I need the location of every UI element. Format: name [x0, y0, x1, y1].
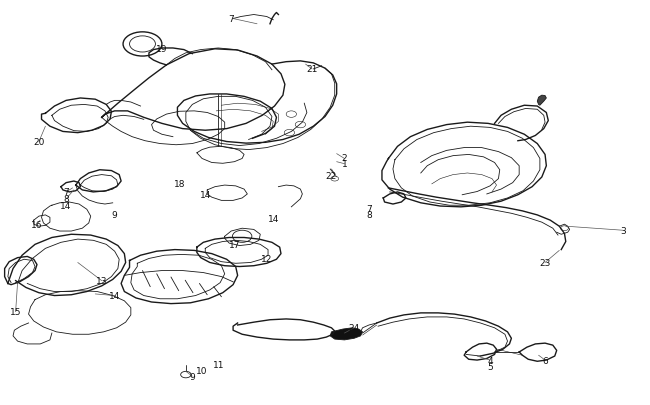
Text: 15: 15 [10, 307, 21, 316]
Text: 1: 1 [341, 160, 347, 169]
Text: 18: 18 [174, 180, 185, 189]
Text: 23: 23 [540, 258, 551, 267]
Text: 2: 2 [342, 154, 347, 163]
Text: 14: 14 [60, 201, 72, 210]
Polygon shape [538, 96, 547, 106]
Text: 20: 20 [33, 138, 45, 147]
Text: 9: 9 [112, 211, 118, 220]
Text: 14: 14 [268, 215, 279, 224]
Text: 22: 22 [326, 172, 337, 181]
Text: 3: 3 [620, 226, 625, 235]
Text: 13: 13 [96, 277, 107, 286]
Text: 11: 11 [213, 360, 224, 369]
Text: 6: 6 [542, 356, 548, 364]
Text: 7: 7 [228, 15, 234, 24]
Text: 19: 19 [156, 45, 168, 54]
Text: 5: 5 [487, 362, 493, 371]
Text: 9: 9 [189, 372, 195, 381]
Text: 8: 8 [63, 195, 69, 204]
Text: 7: 7 [366, 204, 372, 213]
Text: 21: 21 [306, 65, 318, 74]
Polygon shape [330, 328, 363, 340]
Text: 7: 7 [63, 188, 69, 197]
Text: 14: 14 [200, 191, 211, 200]
Text: 24: 24 [348, 324, 359, 333]
Text: 8: 8 [366, 211, 372, 220]
Text: 14: 14 [109, 291, 120, 300]
Text: 4: 4 [488, 356, 493, 364]
Text: 12: 12 [261, 254, 272, 263]
Text: 16: 16 [31, 220, 43, 229]
Text: 10: 10 [196, 366, 208, 375]
Text: 17: 17 [229, 240, 240, 249]
